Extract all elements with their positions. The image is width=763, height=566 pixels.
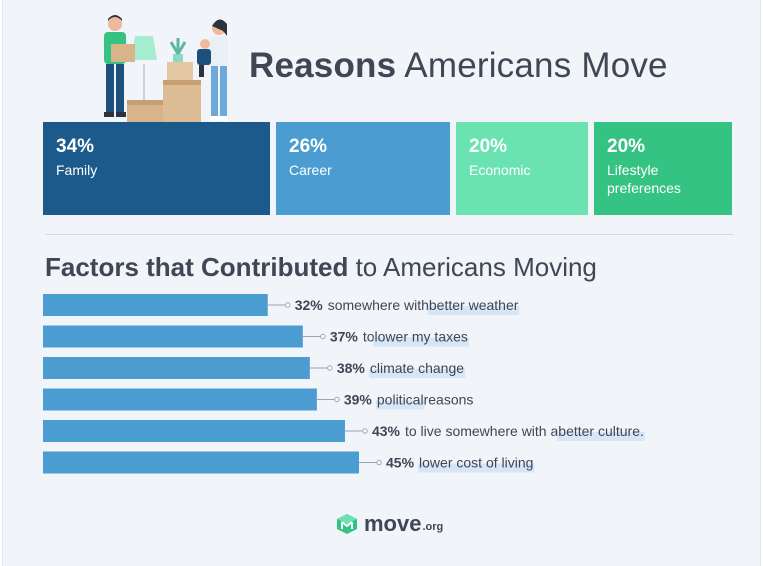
reason-box-economic: 20% Economic <box>456 122 588 215</box>
factor-text-highlight <box>557 432 645 441</box>
factors-title: Factors that Contributed to Americans Mo… <box>45 252 597 283</box>
reason-label: Family <box>56 162 98 178</box>
factor-percent-label: 39% <box>344 392 373 408</box>
factor-bar <box>43 388 317 411</box>
reason-percent: 20% <box>607 136 646 157</box>
factor-text-highlight <box>368 369 466 378</box>
factor-description: to live somewhere with a <box>405 423 559 439</box>
main-title-rest: Americans Move <box>396 46 668 85</box>
reason-box-career: 26% Career <box>276 122 450 215</box>
factor-description: better culture. <box>558 423 644 439</box>
factor-percent-label: 37% <box>330 329 359 345</box>
factor-text-highlight <box>373 337 469 347</box>
reason-percent: 26% <box>289 136 328 157</box>
factor-bar <box>43 325 303 348</box>
factor-bar <box>43 420 345 442</box>
factor-description: reasons <box>424 392 474 408</box>
factor-percent-label: 32% <box>295 297 324 313</box>
factors-title-bold: Factors that Contributed <box>45 252 349 282</box>
factor-bar <box>43 357 310 379</box>
factor-description: lower my taxes <box>375 329 468 345</box>
factor-text-highlight <box>375 400 425 410</box>
factor-leader-dot <box>327 365 333 371</box>
reason-label: Lifestyle preferences <box>607 162 681 196</box>
reason-box-family: 34% Family <box>43 122 270 215</box>
factor-text-highlight <box>418 463 535 473</box>
factor-bar <box>43 451 359 474</box>
factor-description: political <box>377 392 424 408</box>
factor-bar <box>43 294 268 316</box>
logo-tld: .org <box>422 521 444 533</box>
factor-description: better weather <box>429 297 519 313</box>
reason-label: Career <box>289 162 332 178</box>
main-title-bold: Reasons <box>249 46 397 85</box>
factor-leader-dot <box>362 428 368 434</box>
factor-description: lower cost of living <box>419 455 533 471</box>
factor-percent-label: 45% <box>386 455 415 471</box>
reason-percent: 34% <box>56 136 95 157</box>
factor-leader-dot <box>320 333 326 340</box>
factor-leader-dot <box>376 459 382 466</box>
reason-box-lifestyle: 20% Lifestyle preferences <box>594 122 732 215</box>
reason-label: Economic <box>469 162 531 178</box>
factor-description: to <box>363 329 375 345</box>
factors-title-rest: to Americans Moving <box>348 252 597 282</box>
move-logo-icon <box>337 514 357 534</box>
main-title: Reasons Americans Move <box>249 46 668 86</box>
factor-description: climate change <box>370 360 464 376</box>
factor-percent-label: 38% <box>337 360 366 376</box>
factor-text-highlight <box>427 306 520 315</box>
section-divider <box>45 234 734 235</box>
reason-percent: 20% <box>469 136 508 157</box>
factor-leader-dot <box>285 302 291 308</box>
factor-percent-label: 43% <box>372 423 401 439</box>
factor-leader-dot <box>334 396 340 403</box>
logo-word: move <box>364 511 422 536</box>
factor-description: somewhere with <box>328 297 429 313</box>
move-org-logo: move .org <box>336 510 443 538</box>
factors-bar-chart: 32% somewhere with better weather 37% to lo… <box>43 294 645 474</box>
